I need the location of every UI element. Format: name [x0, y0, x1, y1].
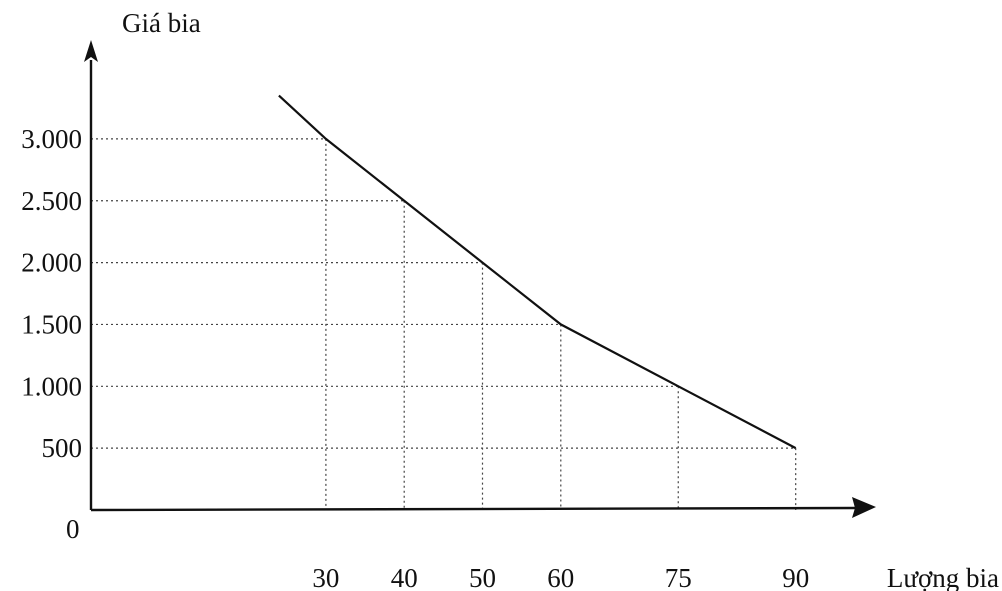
x-axis-title: Lượng bia: [887, 563, 999, 591]
x-axis-arrow-icon: [852, 497, 876, 518]
x-tick-label: 40: [391, 563, 418, 591]
y-tick-label: 2.500: [21, 186, 82, 216]
x-axis-line: [90, 506, 857, 512]
y-axis-arrow-icon: [84, 40, 98, 62]
demand-curve-line: [278, 94, 797, 450]
x-tick-label: 90: [782, 563, 809, 591]
origin-label: 0: [66, 514, 80, 544]
x-tick-label: 60: [547, 563, 574, 591]
y-tick-label: 1.000: [21, 371, 82, 401]
y-tick-label: 3.000: [21, 124, 82, 154]
y-tick-label: 500: [42, 433, 83, 463]
gridlines: [91, 138, 797, 510]
y-tick-label: 2.000: [21, 248, 82, 278]
y-axis-title: Giá bia: [122, 8, 201, 38]
series: [278, 94, 797, 450]
tick-labels: 500 1.000 1.500 2.000 2.500 3.000 30 40 50 60 75 90: [21, 124, 809, 591]
x-tick-label: 75: [665, 563, 692, 591]
axes: [84, 40, 876, 518]
y-tick-label: 1.500: [21, 309, 82, 339]
x-tick-label: 30: [312, 563, 339, 591]
x-tick-label: 50: [469, 563, 496, 591]
